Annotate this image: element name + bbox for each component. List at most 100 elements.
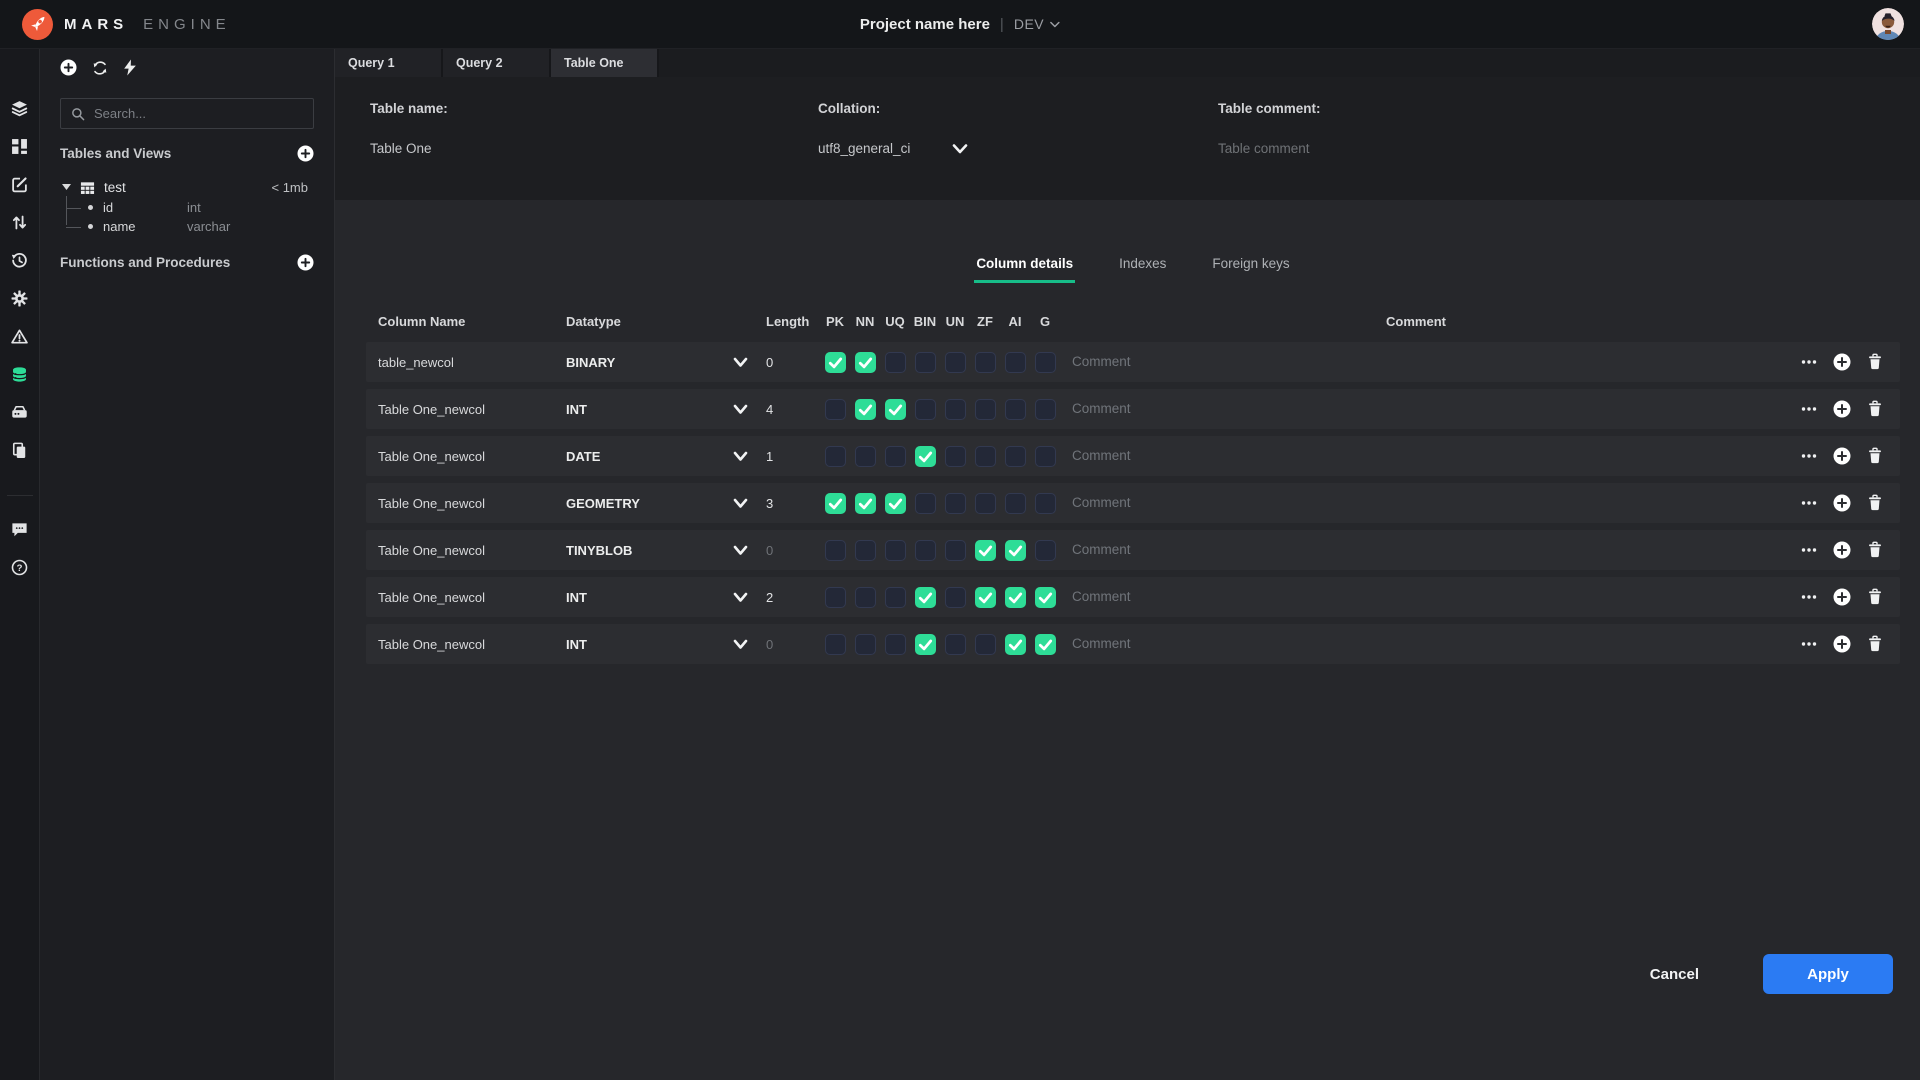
flag-checkbox-ai[interactable] — [1004, 586, 1026, 608]
flag-checkbox-zf[interactable] — [974, 398, 996, 420]
flag-checkbox-bin[interactable] — [914, 539, 936, 561]
flag-checkbox-un[interactable] — [944, 539, 966, 561]
flag-checkbox-g[interactable] — [1034, 445, 1056, 467]
query-tab-1[interactable]: Query 2 — [443, 49, 551, 77]
datatype-select[interactable]: DATE — [566, 449, 766, 464]
more-options-button[interactable] — [1800, 635, 1818, 653]
column-name-value[interactable]: table_newcol — [378, 354, 454, 370]
more-options-button[interactable] — [1800, 447, 1818, 465]
flag-checkbox-un[interactable] — [944, 398, 966, 420]
more-options-button[interactable] — [1800, 494, 1818, 512]
flag-checkbox-uq[interactable] — [884, 633, 906, 655]
flag-checkbox-pk[interactable] — [824, 633, 846, 655]
flag-checkbox-g[interactable] — [1034, 539, 1056, 561]
flag-checkbox-zf[interactable] — [974, 351, 996, 373]
datatype-select[interactable]: BINARY — [566, 355, 766, 370]
comment-input[interactable] — [1072, 589, 1362, 604]
flag-checkbox-un[interactable] — [944, 492, 966, 514]
add-function-button[interactable] — [297, 254, 314, 271]
cancel-button[interactable]: Cancel — [1649, 965, 1699, 983]
sidebar-search[interactable] — [60, 98, 314, 129]
flag-checkbox-g[interactable] — [1034, 351, 1056, 373]
flag-checkbox-uq[interactable] — [884, 586, 906, 608]
flag-checkbox-bin[interactable] — [914, 398, 936, 420]
flag-checkbox-nn[interactable] — [854, 398, 876, 420]
add-row-button[interactable] — [1833, 447, 1851, 465]
length-value[interactable]: 2 — [766, 589, 774, 605]
flag-checkbox-zf[interactable] — [974, 445, 996, 467]
flag-checkbox-un[interactable] — [944, 633, 966, 655]
flag-checkbox-zf[interactable] — [974, 633, 996, 655]
detail-tab-0[interactable]: Column details — [974, 256, 1076, 283]
flag-checkbox-pk[interactable] — [824, 351, 846, 373]
rail-item-server[interactable] — [0, 393, 40, 431]
table-name-value[interactable]: Table One — [370, 141, 432, 156]
flag-checkbox-bin[interactable] — [914, 445, 936, 467]
delete-row-button[interactable] — [1866, 400, 1884, 418]
flag-checkbox-pk[interactable] — [824, 539, 846, 561]
run-button[interactable] — [123, 59, 137, 76]
column-name-value[interactable]: Table One_newcol — [378, 448, 485, 464]
flag-checkbox-ai[interactable] — [1004, 398, 1026, 420]
flag-checkbox-bin[interactable] — [914, 586, 936, 608]
rail-item-edit[interactable] — [0, 165, 40, 203]
more-options-button[interactable] — [1800, 588, 1818, 606]
flag-checkbox-un[interactable] — [944, 351, 966, 373]
add-row-button[interactable] — [1833, 494, 1851, 512]
rail-item-database[interactable] — [0, 355, 40, 393]
flag-checkbox-g[interactable] — [1034, 586, 1056, 608]
length-value[interactable]: 4 — [766, 401, 774, 417]
length-value[interactable]: 0 — [766, 354, 774, 370]
detail-tab-1[interactable]: Indexes — [1117, 256, 1168, 283]
flag-checkbox-uq[interactable] — [884, 539, 906, 561]
more-options-button[interactable] — [1800, 400, 1818, 418]
delete-row-button[interactable] — [1866, 447, 1884, 465]
column-name-value[interactable]: Table One_newcol — [378, 589, 485, 605]
flag-checkbox-ai[interactable] — [1004, 539, 1026, 561]
comment-input[interactable] — [1072, 636, 1362, 651]
flag-checkbox-nn[interactable] — [854, 586, 876, 608]
datatype-select[interactable]: INT — [566, 590, 766, 605]
add-button[interactable] — [60, 59, 77, 76]
datatype-select[interactable]: GEOMETRY — [566, 496, 766, 511]
rail-item-transfer[interactable] — [0, 203, 40, 241]
flag-checkbox-ai[interactable] — [1004, 633, 1026, 655]
column-name-value[interactable]: Table One_newcol — [378, 401, 485, 417]
delete-row-button[interactable] — [1866, 353, 1884, 371]
tree-column-name-row[interactable]: name varchar — [66, 217, 334, 236]
rail-item-layers[interactable] — [0, 89, 40, 127]
delete-row-button[interactable] — [1866, 494, 1884, 512]
comment-input[interactable] — [1072, 495, 1362, 510]
flag-checkbox-uq[interactable] — [884, 445, 906, 467]
column-name-value[interactable]: Table One_newcol — [378, 495, 485, 511]
flag-checkbox-pk[interactable] — [824, 492, 846, 514]
flag-checkbox-ai[interactable] — [1004, 445, 1026, 467]
add-row-button[interactable] — [1833, 635, 1851, 653]
query-tab-2[interactable]: Table One — [551, 49, 659, 77]
flag-checkbox-bin[interactable] — [914, 351, 936, 373]
rail-item-history[interactable] — [0, 241, 40, 279]
search-input[interactable] — [94, 106, 303, 121]
flag-checkbox-nn[interactable] — [854, 445, 876, 467]
more-options-button[interactable] — [1800, 353, 1818, 371]
table-comment-input[interactable]: Table comment — [1218, 141, 1310, 156]
environment-dropdown[interactable]: DEV — [1014, 16, 1060, 32]
flag-checkbox-nn[interactable] — [854, 351, 876, 373]
flag-checkbox-zf[interactable] — [974, 586, 996, 608]
add-row-button[interactable] — [1833, 353, 1851, 371]
add-table-button[interactable] — [297, 145, 314, 162]
add-row-button[interactable] — [1833, 541, 1851, 559]
collation-select[interactable]: utf8_general_ci — [818, 141, 1218, 156]
flag-checkbox-nn[interactable] — [854, 539, 876, 561]
rail-item-help[interactable]: ? — [0, 548, 40, 586]
delete-row-button[interactable] — [1866, 635, 1884, 653]
flag-checkbox-pk[interactable] — [824, 445, 846, 467]
detail-tab-2[interactable]: Foreign keys — [1210, 256, 1291, 283]
flag-checkbox-uq[interactable] — [884, 351, 906, 373]
flag-checkbox-nn[interactable] — [854, 492, 876, 514]
flag-checkbox-g[interactable] — [1034, 492, 1056, 514]
rail-item-settings[interactable] — [0, 279, 40, 317]
flag-checkbox-un[interactable] — [944, 445, 966, 467]
more-options-button[interactable] — [1800, 541, 1818, 559]
flag-checkbox-pk[interactable] — [824, 398, 846, 420]
